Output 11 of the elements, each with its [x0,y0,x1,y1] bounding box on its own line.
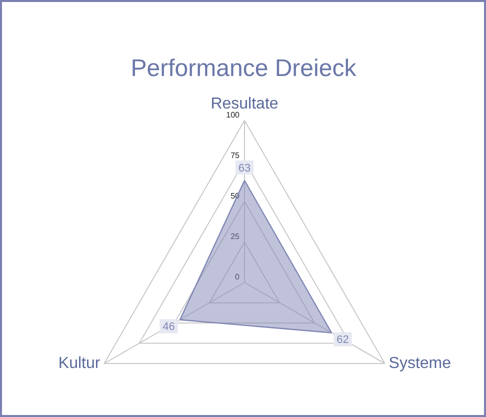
chart-title: Performance Dreieck [130,55,358,82]
spoke-label: Systeme [388,355,452,372]
data-label: 46 [162,321,175,334]
y-tick-label: 0 [235,272,240,282]
y-tick-label: 25 [230,232,240,241]
spoke-label: Resultate [210,96,278,112]
spoke-label: Kultur [58,355,101,372]
y-tick-label: 100 [226,110,240,120]
data-label: 63 [238,162,251,174]
data-label: 62 [336,334,349,346]
y-tick-label: 75 [230,151,240,160]
